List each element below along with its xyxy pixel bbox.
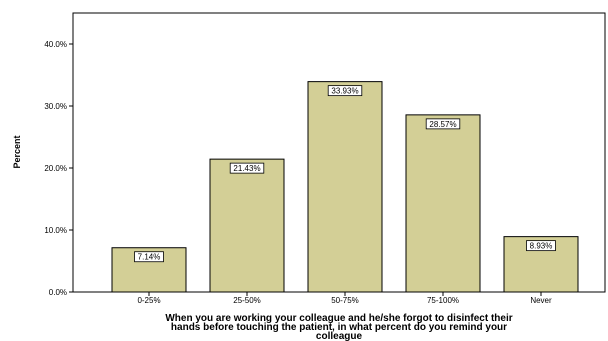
- data-label: 21.43%: [233, 164, 260, 173]
- data-label-box: [327, 85, 363, 97]
- x-axis: 0-25% 25-50% 50-75% 75-100% Never: [137, 292, 552, 305]
- x-tick-label: 50-75%: [331, 296, 359, 305]
- data-label: 33.93%: [331, 87, 358, 96]
- y-axis: 0.0% 10.0% 20.0% 30.0% 40.0%: [44, 40, 73, 297]
- x-tick-label: 0-25%: [137, 296, 160, 305]
- y-tick-label: 30.0%: [44, 102, 67, 111]
- data-label-box: [425, 118, 461, 130]
- bar: [209, 158, 285, 293]
- y-tick-label: 10.0%: [44, 226, 67, 235]
- data-label: 7.14%: [138, 253, 161, 262]
- data-label-box: [134, 251, 164, 263]
- data-label-box: [526, 240, 556, 252]
- y-tick-label: 0.0%: [49, 288, 67, 297]
- x-tick-label: 75-100%: [427, 296, 459, 305]
- data-label: 8.93%: [530, 242, 553, 251]
- y-tick-label: 20.0%: [44, 164, 67, 173]
- x-axis-title: When you are working your colleague and …: [165, 313, 512, 341]
- bars: 7.14% 21.43% 33.93% 28.57% 8.93%: [111, 81, 579, 293]
- x-axis-label-line: hands before touching the patient, in wh…: [171, 322, 507, 333]
- bar: [307, 81, 383, 293]
- x-tick-label: 25-50%: [233, 296, 261, 305]
- y-tick-label: 40.0%: [44, 40, 67, 49]
- data-label-box: [229, 162, 265, 174]
- bar: [405, 114, 481, 293]
- x-tick-label: Never: [530, 296, 552, 305]
- y-axis-label: Percent: [12, 135, 22, 168]
- x-axis-label-line: When you are working your colleague and …: [165, 313, 512, 324]
- x-axis-label-line: colleague: [316, 331, 363, 341]
- data-label: 28.57%: [429, 120, 456, 129]
